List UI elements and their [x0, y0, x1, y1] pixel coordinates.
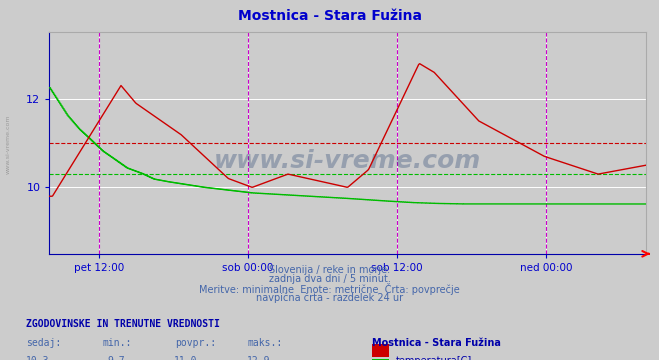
- Text: Meritve: minimalne  Enote: metrične  Črta: povprečje: Meritve: minimalne Enote: metrične Črta:…: [199, 283, 460, 295]
- Text: 12,9: 12,9: [246, 356, 270, 360]
- Text: Mostnica - Stara Fužina: Mostnica - Stara Fužina: [237, 9, 422, 23]
- Text: Slovenija / reke in morje.: Slovenija / reke in morje.: [269, 265, 390, 275]
- Text: temperatura[C]: temperatura[C]: [395, 356, 472, 360]
- Text: ZGODOVINSKE IN TRENUTNE VREDNOSTI: ZGODOVINSKE IN TRENUTNE VREDNOSTI: [26, 319, 220, 329]
- Text: sedaj:: sedaj:: [26, 338, 61, 348]
- Text: www.si-vreme.com: www.si-vreme.com: [5, 114, 11, 174]
- Text: 9,7: 9,7: [107, 356, 125, 360]
- Text: Mostnica - Stara Fužina: Mostnica - Stara Fužina: [372, 338, 501, 348]
- Text: zadnja dva dni / 5 minut.: zadnja dva dni / 5 minut.: [269, 274, 390, 284]
- Text: www.si-vreme.com: www.si-vreme.com: [214, 149, 481, 173]
- Text: 10,3: 10,3: [26, 356, 49, 360]
- Text: navpična črta - razdelek 24 ur: navpična črta - razdelek 24 ur: [256, 293, 403, 303]
- Text: 11,0: 11,0: [174, 356, 198, 360]
- Text: maks.:: maks.:: [247, 338, 282, 348]
- Text: povpr.:: povpr.:: [175, 338, 215, 348]
- Text: min.:: min.:: [102, 338, 132, 348]
